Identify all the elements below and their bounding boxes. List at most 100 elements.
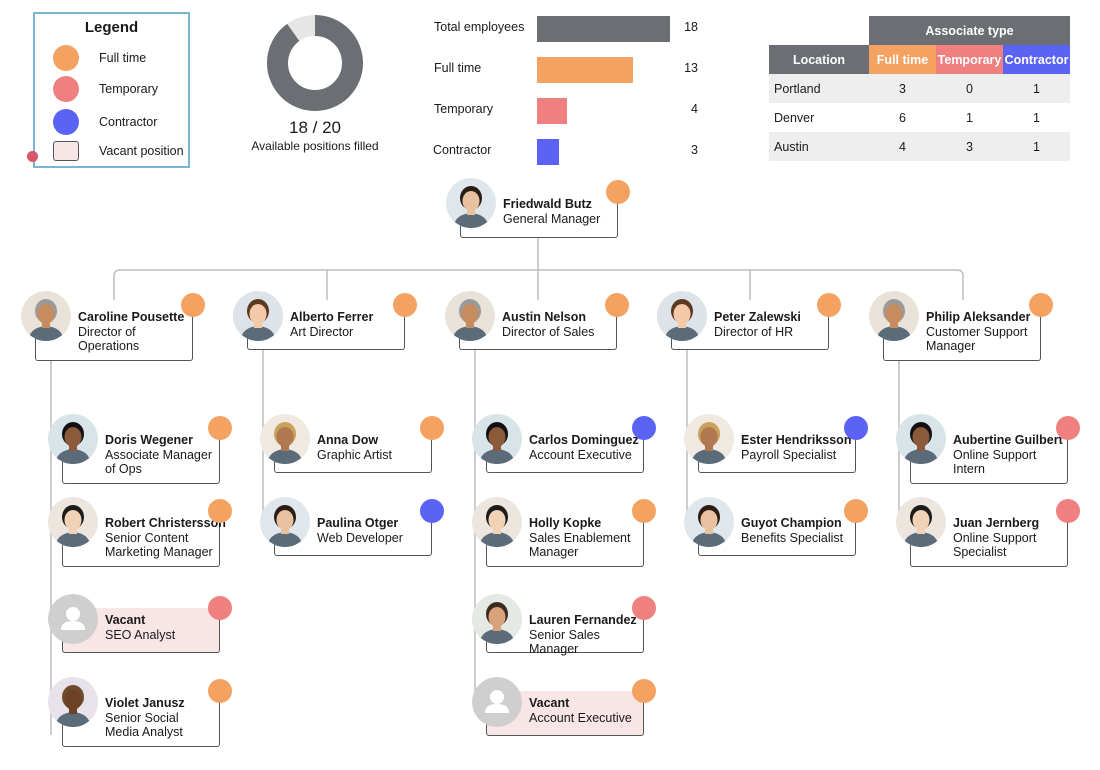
associate-type-indicator [208,416,232,440]
selection-handle[interactable] [27,151,38,162]
employee-title: Online Support Intern [953,448,1037,476]
positions-filled-donut [267,15,363,111]
location-type-table: Associate type Location Full time Tempor… [769,16,1070,161]
associate-type-indicator [632,679,656,703]
legend-title: Legend [84,19,139,36]
associate-type-indicator [817,293,841,317]
associate-type-indicator [208,596,232,620]
bar [537,139,560,165]
associate-type-indicator [1056,499,1080,523]
associate-type-indicator [208,499,232,523]
table-group-header: Associate type [869,16,1070,45]
legend-label: Temporary [99,82,159,96]
legend-item-vacant: Vacant position [53,138,184,164]
contractor-swatch [53,109,79,135]
table-cell: 3 [869,74,936,103]
associate-type-indicator [606,180,630,204]
employee-name: Doris Wegener [105,433,193,447]
table-header-location: Location [769,45,869,74]
avatar [260,497,310,547]
employee-title: Associate Manager of Ops [105,448,213,476]
employee-bar-chart: Total employees 18 Full time 13 Temporary 4 Co… [425,12,715,172]
employee-title: Senior Social Media Analyst [105,711,183,739]
table-cell: Denver [774,110,815,125]
associate-type-indicator [605,293,629,317]
bar-value-label: 4 [691,102,698,116]
legend: Legend Full time Temporary Contractor Va… [33,12,190,168]
table-cell: Austin [769,132,869,161]
table-row: Denver 6 1 1 [769,103,1070,132]
table-corner [769,16,869,45]
employee-title: Web Developer [317,531,403,545]
associate-type-indicator [393,293,417,317]
avatar [472,414,522,464]
avatar [260,414,310,464]
vacant-avatar-icon [48,594,98,644]
employee-name: Alberto Ferrer [290,310,374,324]
avatar [684,497,734,547]
table-cell: 1 [1033,110,1040,125]
legend-item-contractor: Contractor [53,109,157,135]
table-cell: 0 [936,74,1003,103]
employee-title: SEO Analyst [105,628,176,642]
legend-label: Contractor [99,115,158,129]
employee-name: Caroline Pousette [78,310,185,324]
employee-title: Senior Content Marketing Manager [105,531,213,559]
employee-name: Vacant [105,613,146,627]
positions-filled-count: 18 / 20 [289,118,341,137]
legend-label: Full time [99,51,147,65]
employee-name: Austin Nelson [502,310,587,324]
associate-type-indicator [632,499,656,523]
avatar [869,291,919,341]
employee-title: Customer Support Manager [926,325,1028,353]
avatar [445,291,495,341]
avatar [446,178,496,228]
employee-name: Peter Zalewski [714,310,801,324]
associate-type-indicator [1056,416,1080,440]
table-header-full-time: Full time [869,45,936,74]
employee-name: Lauren Fernandez [529,613,637,627]
employee-name: Philip Aleksander [926,310,1031,324]
employee-name: Ester Hendriksson [741,433,852,447]
employee-title: Senior Sales Manager [529,628,600,656]
vacant-swatch [53,141,79,161]
employee-title: Director of Sales [502,325,595,339]
employee-name: Holly Kopke [529,516,602,530]
avatar [657,291,707,341]
table-cell: 6 [899,110,906,125]
avatar [233,291,283,341]
avatar [21,291,71,341]
table-cell: 1 [1003,132,1070,161]
bar-value-label: 3 [691,143,698,157]
employee-name: Vacant [529,696,570,710]
legend-item-temporary: Temporary [53,76,158,102]
employee-title: General Manager [503,212,601,226]
employee-title: Art Director [290,325,354,339]
employee-title: Account Executive [529,448,632,462]
table-row: Austin 4 3 1 [769,132,1070,161]
avatar [684,414,734,464]
employee-title: Payroll Specialist [741,448,837,462]
employee-name: Violet Janusz [105,696,185,710]
avatar [896,497,946,547]
bar-label: Total employees [434,20,525,34]
vacant-avatar-icon [472,677,522,727]
bar [537,98,567,124]
associate-type-indicator [420,499,444,523]
table-cell: 4 [869,132,936,161]
table-cell: 1 [1003,74,1070,103]
employee-title: Benefits Specialist [741,531,844,545]
employee-card[interactable]: Philip Aleksander Customer Support Manage… [883,305,1041,361]
temporary-swatch [53,76,79,102]
avatar [472,594,522,644]
full-time-swatch [53,45,79,71]
table-cell: 3 [936,132,1003,161]
associate-type-indicator [208,679,232,703]
employee-card[interactable]: Alberto Ferrer Art Director [247,305,405,350]
bar [537,16,670,42]
bar-value-label: 13 [684,61,698,75]
associate-type-indicator [1029,293,1053,317]
avatar [48,414,98,464]
associate-type-indicator [844,416,868,440]
employee-title: Online Support Specialist [953,531,1037,559]
